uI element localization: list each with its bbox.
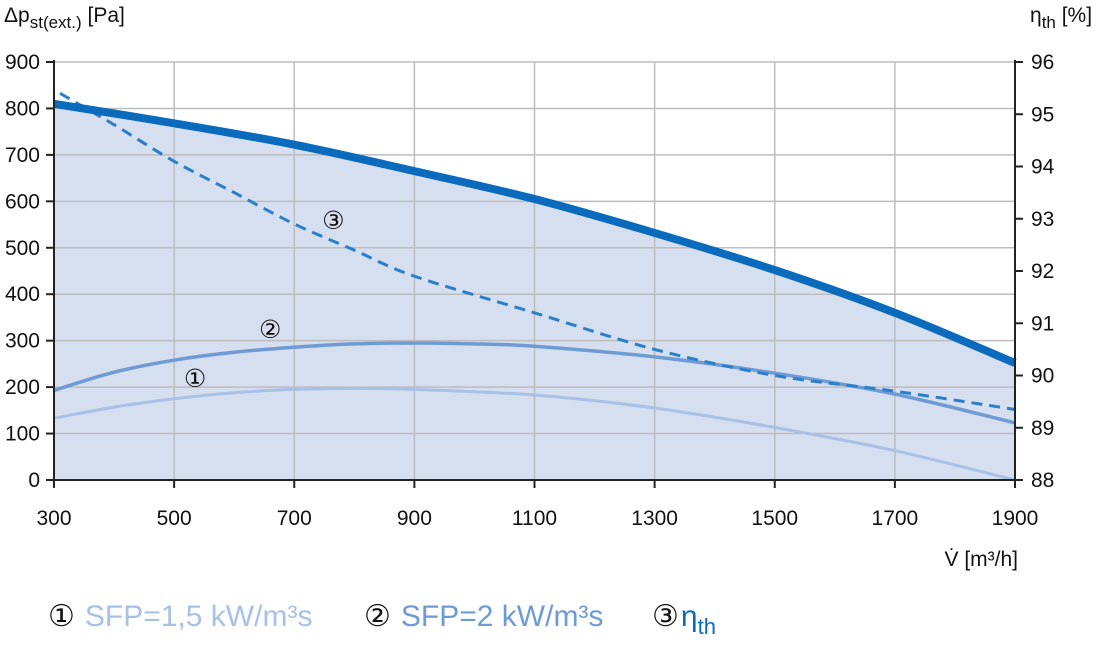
legend-item-eta: ③ηth bbox=[652, 599, 716, 639]
left-tick-label: 200 bbox=[5, 376, 40, 399]
x-tick-label: 300 bbox=[36, 507, 71, 530]
legend-marker-1: ① bbox=[48, 599, 75, 634]
left-tick-label: 100 bbox=[5, 423, 40, 446]
x-tick-label: 1300 bbox=[631, 507, 678, 530]
right-tick-label: 89 bbox=[1031, 417, 1054, 440]
left-tick-label: 900 bbox=[5, 51, 40, 74]
right-tick-label: 93 bbox=[1031, 208, 1054, 231]
curve-marker-label: ② bbox=[259, 315, 281, 344]
series-line-sfp2 bbox=[53, 341, 1016, 425]
left-tick-label: 700 bbox=[5, 144, 40, 167]
x-tick-label: 1500 bbox=[751, 507, 798, 530]
x-tick-label: 700 bbox=[277, 507, 312, 530]
x-axis-title: V̇ [m³/h] bbox=[944, 548, 1018, 571]
axes bbox=[46, 60, 1023, 488]
x-tick-label: 1900 bbox=[992, 507, 1039, 530]
right-tick-label: 95 bbox=[1031, 103, 1054, 126]
legend: ① SFP=1,5 kW/m³s ② SFP=2 kW/m³s ③ηth bbox=[48, 599, 716, 639]
left-tick-label: 600 bbox=[5, 190, 40, 213]
curve-marker-label: ③ bbox=[322, 206, 344, 235]
right-tick-label: 96 bbox=[1031, 51, 1054, 74]
x-tick-label: 500 bbox=[157, 507, 192, 530]
legend-item-sfp-2: ② SFP=2 kW/m³s bbox=[364, 599, 603, 634]
right-tick-label: 91 bbox=[1031, 312, 1054, 335]
series-line-eta bbox=[59, 92, 1016, 411]
x-tick-label: 1100 bbox=[512, 507, 557, 530]
left-tick-label: 300 bbox=[5, 330, 40, 353]
right-tick-label: 90 bbox=[1031, 365, 1054, 388]
right-tick-label: 92 bbox=[1031, 260, 1054, 283]
curve-markers: ③ ② ① bbox=[184, 206, 345, 393]
left-tick-label: 0 bbox=[28, 469, 40, 492]
series-line-max bbox=[53, 99, 1017, 367]
left-axis-title: Δpst(ext.) [Pa] bbox=[4, 4, 125, 32]
right-tick-label: 94 bbox=[1031, 156, 1055, 179]
left-tick-label: 400 bbox=[5, 283, 40, 306]
curves bbox=[53, 92, 1017, 482]
x-tick-label: 1700 bbox=[872, 507, 919, 530]
left-tick-label: 500 bbox=[5, 237, 40, 260]
legend-item-sfp-1-5: ① SFP=1,5 kW/m³s bbox=[48, 599, 312, 634]
series-line-sfp15 bbox=[53, 386, 1016, 482]
left-tick-label: 800 bbox=[5, 97, 40, 120]
right-axis-title: ηth [%] bbox=[1030, 4, 1092, 32]
legend-marker-2: ② bbox=[364, 599, 391, 634]
curve-marker-label: ① bbox=[184, 364, 206, 393]
x-tick-label: 900 bbox=[397, 507, 432, 530]
tick-labels: 0 100 200 300 400 500 600 700 800 900 88 89 90 91 92 93… bbox=[5, 51, 1055, 530]
right-tick-label: 88 bbox=[1031, 469, 1054, 492]
legend-marker-3: ③ bbox=[652, 599, 679, 634]
